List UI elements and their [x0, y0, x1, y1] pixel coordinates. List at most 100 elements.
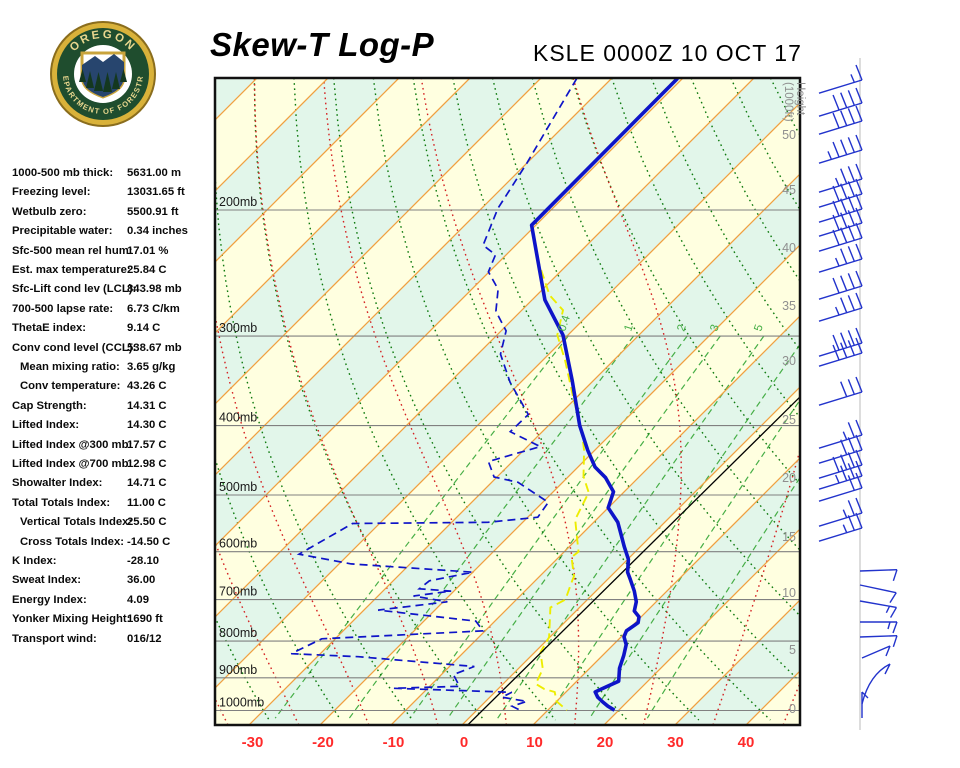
index-label: Energy Index:	[12, 593, 87, 606]
index-label: Cross Totals Index:	[20, 535, 124, 548]
reference-line	[467, 396, 799, 724]
index-value: -28.10	[127, 555, 160, 567]
height-label-30: 30	[782, 354, 796, 368]
index-value: 3.65 g/kg	[127, 361, 176, 373]
wind-barb	[861, 663, 891, 705]
wind-barb	[818, 460, 863, 490]
index-label: Est. max temperature:	[12, 264, 131, 276]
pressure-label-800: 800mb	[219, 626, 257, 640]
wind-barb	[818, 419, 863, 449]
mixing-ratio-label-3: 3	[708, 323, 721, 333]
index-label: Vertical Totals Index:	[20, 516, 133, 529]
wind-barb	[818, 497, 863, 527]
skewt-plot-area	[216, 79, 799, 724]
index-value: 9.14 C	[127, 322, 161, 335]
temp-axis-label-30: 30	[667, 734, 684, 751]
temp-axis-label--10: -10	[383, 734, 405, 751]
temp-axis-label-40: 40	[738, 734, 755, 751]
wind-barb	[818, 449, 863, 479]
wind-barb	[818, 270, 863, 300]
index-value: 43.26 C	[127, 380, 167, 393]
index-value: 016/12	[127, 632, 162, 645]
temp-axis-label--20: -20	[312, 734, 334, 751]
wetbulb-trace	[530, 79, 677, 711]
wind-barb	[818, 243, 863, 273]
wind-barb	[818, 134, 863, 164]
index-value: 4.09	[127, 593, 149, 606]
wind-barb	[859, 635, 898, 648]
index-label: Conv cond level (CCL):	[12, 341, 137, 354]
temperature-trace	[529, 79, 679, 712]
pressure-label-200: 200mb	[219, 195, 257, 209]
index-label: Precipitable water:	[12, 225, 113, 238]
height-label-40: 40	[782, 241, 796, 255]
temp-axis-label-20: 20	[597, 734, 614, 751]
height-label-0: 0	[789, 702, 796, 716]
index-value: -14.50 C	[127, 535, 171, 548]
station-datetime-label: KSLE 0000Z 10 OCT 17	[533, 40, 802, 66]
wind-barb	[818, 87, 863, 117]
wind-barb	[818, 207, 863, 237]
wind-barb	[818, 512, 863, 542]
odf-logo: OREGON DEPARTMENT OF FORESTRY	[48, 18, 156, 127]
mixing-ratio-label-5: 5	[752, 323, 765, 333]
height-label-20: 20	[782, 471, 796, 485]
index-value: 0.34 inches	[127, 225, 188, 238]
pressure-label-600: 600mb	[219, 537, 257, 551]
index-value: 25.84 C	[127, 264, 167, 276]
pressure-label-500: 500mb	[219, 480, 257, 494]
index-label: Cap Strength:	[12, 399, 87, 412]
index-value: 17.01 %	[127, 244, 169, 257]
height-label-45: 45	[782, 183, 796, 197]
wind-barb	[861, 645, 891, 659]
index-label: Transport wind:	[12, 632, 97, 645]
wind-barb	[818, 178, 863, 208]
pressure-label-900: 900mb	[219, 663, 257, 677]
wind-barb	[859, 569, 898, 582]
mixing-ratio-label-1: 1	[622, 323, 635, 333]
index-value: 12.98 C	[127, 458, 167, 470]
temp-axis-label-10: 10	[526, 734, 543, 751]
wind-barb	[818, 105, 863, 135]
index-label: Wetbulb zero:	[12, 205, 87, 218]
index-label: 700-500 lapse rate:	[12, 302, 114, 315]
logo-trees	[79, 69, 127, 92]
wind-barb	[860, 621, 898, 634]
pressure-label-700: 700mb	[219, 585, 257, 599]
mixing-ratio-label-0.4: 0.4	[556, 313, 573, 332]
wind-barb	[859, 584, 897, 603]
index-value: 14.71 C	[127, 477, 167, 490]
wind-barb	[818, 193, 863, 223]
wind-barb	[818, 327, 863, 357]
wind-barb	[818, 292, 863, 322]
index-label: ThetaE index:	[12, 322, 87, 335]
index-value: 14.31 C	[127, 399, 167, 412]
wind-barb	[818, 337, 863, 367]
mixing-ratio-label-2: 2	[675, 323, 688, 333]
index-label: Conv temperature:	[20, 380, 121, 393]
index-label: Lifted Index @700 mb:	[12, 458, 133, 470]
height-label-10: 10	[782, 586, 796, 600]
index-label: K Index:	[12, 555, 57, 567]
index-label: 1000-500 mb thick:	[12, 167, 114, 179]
index-label: Sfc-Lift cond lev (LCL):	[12, 283, 137, 296]
index-value: 17.57 C	[127, 438, 167, 451]
pressure-label-300: 300mb	[219, 321, 257, 335]
index-label: Total Totals Index:	[12, 496, 111, 509]
wind-barb	[818, 222, 863, 252]
index-label: Sfc-500 mean rel hum:	[12, 244, 133, 257]
index-label: Lifted Index:	[12, 419, 80, 432]
index-value: 14.30 C	[127, 419, 167, 432]
height-label-50: 50	[782, 128, 796, 142]
index-label: Freezing level:	[12, 186, 91, 199]
index-value: 36.00	[127, 574, 156, 587]
index-value: 1690 ft	[127, 613, 163, 626]
index-value: 11.00 C	[127, 496, 166, 509]
pressure-label-400: 400mb	[219, 411, 257, 425]
svg-text:(1000ft): (1000ft)	[782, 82, 794, 122]
wind-barb	[818, 64, 863, 94]
index-value: 5500.91 ft	[127, 205, 179, 218]
index-label: Sweat Index:	[12, 574, 82, 587]
